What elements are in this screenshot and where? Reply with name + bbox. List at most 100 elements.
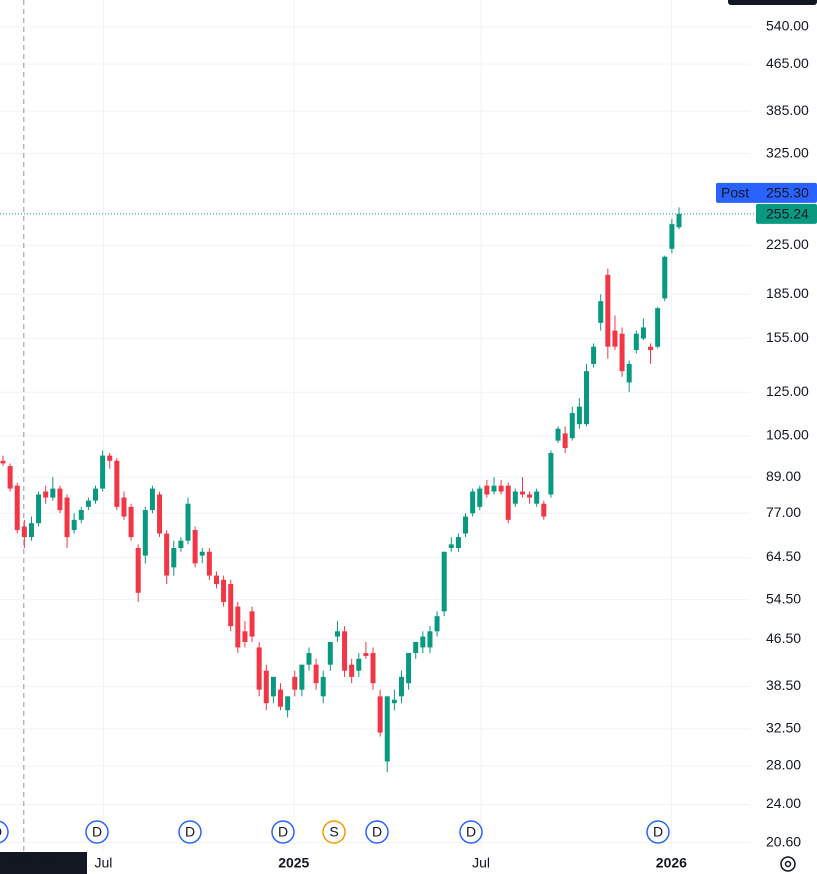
candle-body xyxy=(541,503,547,517)
y-tick-label: 24.00 xyxy=(766,795,801,811)
candle-body xyxy=(477,488,483,507)
event-label: D xyxy=(466,824,476,840)
candle-body xyxy=(413,641,419,654)
candle-body xyxy=(420,636,426,648)
candle-body xyxy=(285,696,291,711)
candle-body xyxy=(662,256,668,299)
candle-body xyxy=(398,676,404,697)
candle-body xyxy=(242,631,248,642)
settings-icon[interactable] xyxy=(780,856,796,872)
candle-body xyxy=(534,491,540,504)
post-price-label: 255.30 xyxy=(766,185,809,201)
candle-body xyxy=(633,333,639,351)
candle-body xyxy=(28,523,34,538)
candle-body xyxy=(676,213,682,228)
event-marker xyxy=(646,820,670,844)
candle-body xyxy=(598,301,604,323)
y-tick-label: 54.50 xyxy=(766,590,801,606)
candle-body xyxy=(363,653,369,656)
y-tick-label: 20.60 xyxy=(766,833,801,849)
candle-body xyxy=(377,696,383,733)
candle-body xyxy=(470,491,476,514)
candle-body xyxy=(57,488,63,511)
y-tick-label: 89.00 xyxy=(766,468,801,484)
y-tick-label: 465.00 xyxy=(766,55,809,71)
last-price-tag xyxy=(756,203,817,224)
candle-body xyxy=(21,526,27,538)
post-label: Post xyxy=(721,185,749,201)
candle-body xyxy=(100,455,106,489)
candle-body xyxy=(256,647,262,690)
candle-body xyxy=(555,428,561,441)
candle-body xyxy=(648,346,654,351)
candle-body xyxy=(484,485,490,495)
x-tick-label: Jul xyxy=(472,855,490,871)
candle-body xyxy=(327,641,333,665)
event-label: D xyxy=(92,824,102,840)
candle-body xyxy=(43,491,49,498)
candle-body xyxy=(406,653,412,684)
candle-body xyxy=(463,516,469,534)
candle-body xyxy=(185,503,191,541)
candle-body xyxy=(370,653,376,684)
event-label: D xyxy=(185,824,195,840)
candle-body xyxy=(199,551,205,556)
event-marker xyxy=(271,820,295,844)
candle-body xyxy=(78,510,84,520)
y-tick-label: 385.00 xyxy=(766,102,809,118)
candle-body xyxy=(548,453,554,495)
y-tick-label: 155.00 xyxy=(766,329,809,345)
candle-body xyxy=(278,689,284,707)
candle-body xyxy=(121,497,127,517)
y-tick-label: 325.00 xyxy=(766,144,809,160)
y-tick-label: 185.00 xyxy=(766,285,809,301)
candle-body xyxy=(135,548,141,593)
candle-body xyxy=(306,653,312,665)
event-marker xyxy=(0,820,9,844)
candle-body xyxy=(0,460,6,464)
candle-body xyxy=(512,491,518,504)
candle-body xyxy=(391,699,397,704)
candle-body xyxy=(640,327,646,339)
candle-body xyxy=(7,466,13,489)
candle-body xyxy=(270,676,276,697)
candle-body xyxy=(206,551,212,576)
candle-body xyxy=(263,670,269,704)
y-tick-label: 540.00 xyxy=(766,17,809,33)
candle-body xyxy=(612,330,618,347)
event-label: S xyxy=(329,824,338,840)
candle-body xyxy=(527,494,533,498)
event-marker xyxy=(178,820,202,844)
candle-body xyxy=(171,548,177,568)
crosshair-date-tag xyxy=(0,852,87,874)
candle-body xyxy=(334,631,340,637)
event-marker xyxy=(459,820,483,844)
candle-body xyxy=(64,497,70,538)
y-tick-label: 38.50 xyxy=(766,677,801,693)
candle-body xyxy=(384,696,390,762)
candle-body xyxy=(562,433,568,448)
candle-body xyxy=(228,584,234,627)
candle-body xyxy=(669,224,675,249)
candle-body xyxy=(619,333,625,372)
last-price-label: 255.24 xyxy=(766,206,809,222)
candle-body xyxy=(591,346,597,364)
settings-icon-core xyxy=(784,860,792,868)
candle-body xyxy=(313,664,319,684)
candle-body xyxy=(128,506,134,538)
y-tick-label: 125.00 xyxy=(766,383,809,399)
candle-body xyxy=(320,676,326,697)
candle-body xyxy=(114,460,120,507)
candle-body xyxy=(299,664,305,690)
candle-body xyxy=(36,494,42,524)
x-tick-label: Jul xyxy=(94,855,112,871)
y-tick-label: 225.00 xyxy=(766,236,809,252)
candle-body xyxy=(448,544,454,549)
y-tick-label: 64.50 xyxy=(766,548,801,564)
y-tick-label: 46.50 xyxy=(766,630,801,646)
candle-body xyxy=(235,606,241,648)
candle-body xyxy=(576,406,582,425)
candle-body xyxy=(441,551,447,612)
candle-body xyxy=(292,676,298,690)
